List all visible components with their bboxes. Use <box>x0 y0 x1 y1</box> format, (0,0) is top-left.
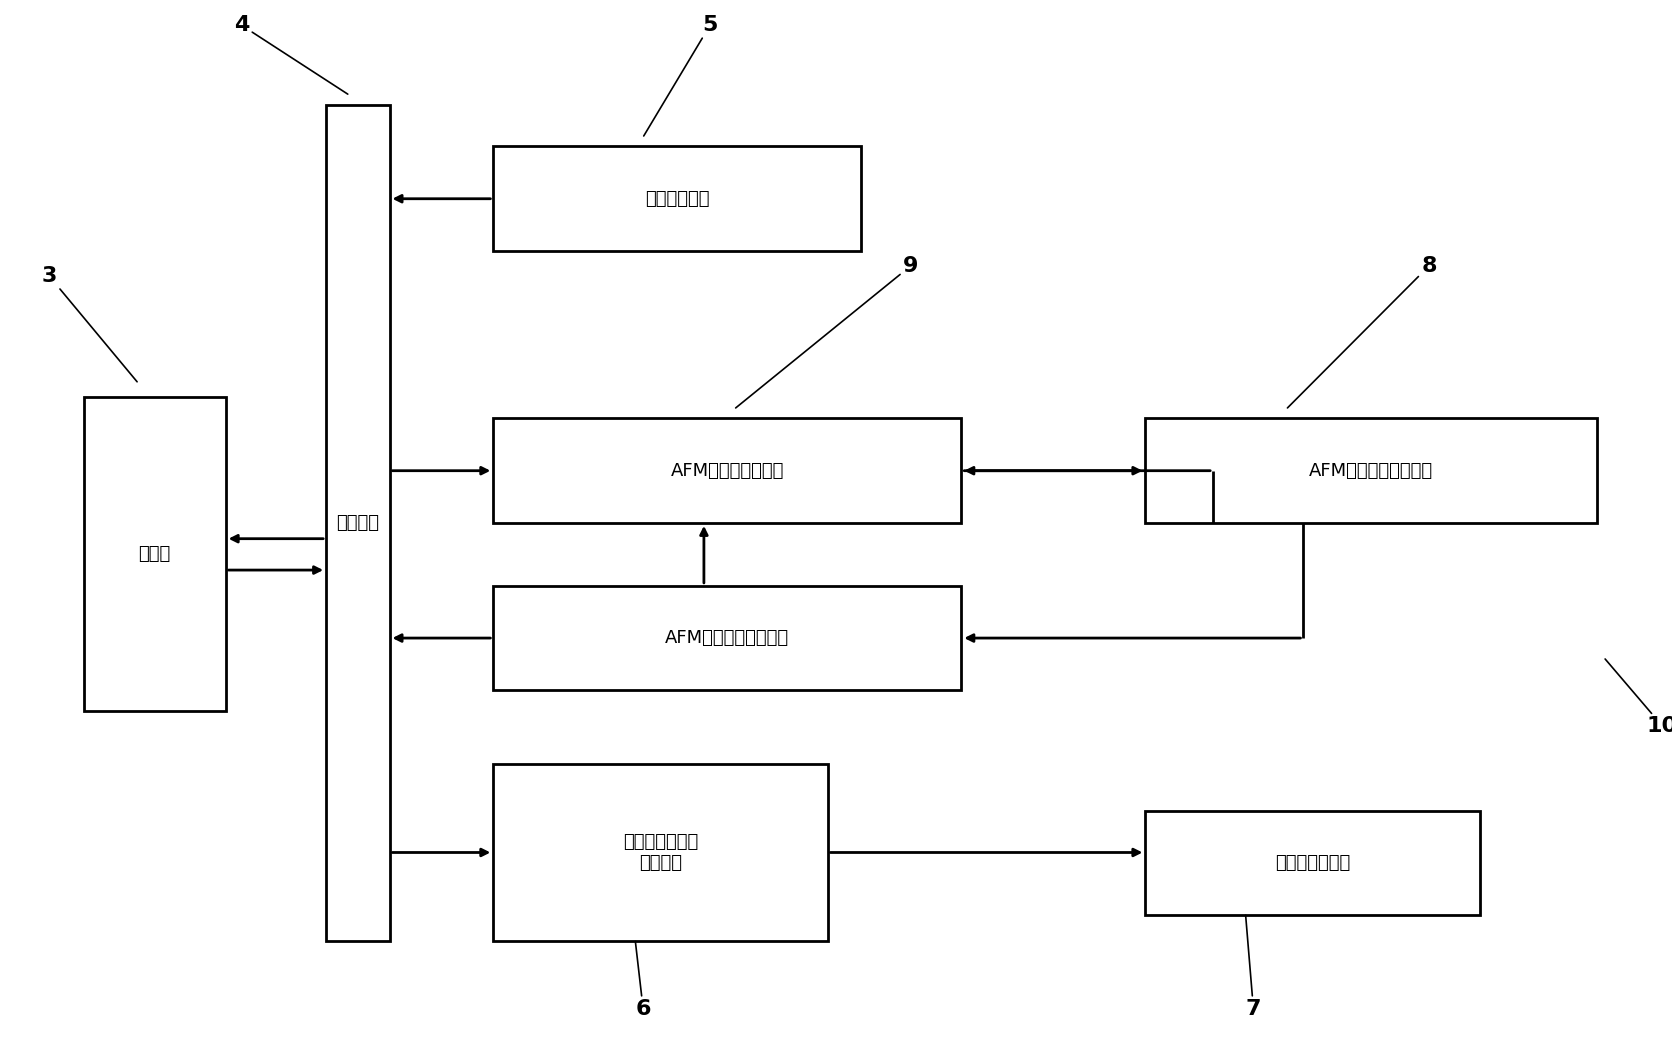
Text: 二维微动工作台
控制电路: 二维微动工作台 控制电路 <box>622 833 699 872</box>
Text: 5: 5 <box>644 16 717 136</box>
Bar <box>326 105 390 941</box>
Bar <box>1145 418 1597 523</box>
Bar <box>493 764 828 941</box>
Text: 7: 7 <box>1246 915 1261 1019</box>
Text: 6: 6 <box>635 941 650 1019</box>
Text: 3: 3 <box>42 267 137 382</box>
Bar <box>493 586 961 690</box>
Text: 8: 8 <box>1287 256 1436 408</box>
Bar <box>1145 811 1480 915</box>
Bar <box>493 418 961 523</box>
Bar <box>493 146 861 251</box>
Text: AFM扫描陶管检测电路: AFM扫描陶管检测电路 <box>665 629 789 647</box>
Text: 计算机: 计算机 <box>139 545 171 564</box>
Text: 4: 4 <box>234 16 348 94</box>
Text: AFM扫描陶管驱动电路: AFM扫描陶管驱动电路 <box>1309 461 1433 480</box>
Bar <box>84 397 226 711</box>
Text: 显示器及键盘: 显示器及键盘 <box>645 189 709 208</box>
Text: 主单片机: 主单片机 <box>336 514 380 532</box>
Text: 10: 10 <box>1605 659 1672 736</box>
Text: AFM微悉臂加工系统: AFM微悉臂加工系统 <box>670 461 784 480</box>
Text: 9: 9 <box>736 256 918 408</box>
Text: 二维微动工作台: 二维微动工作台 <box>1274 854 1351 872</box>
